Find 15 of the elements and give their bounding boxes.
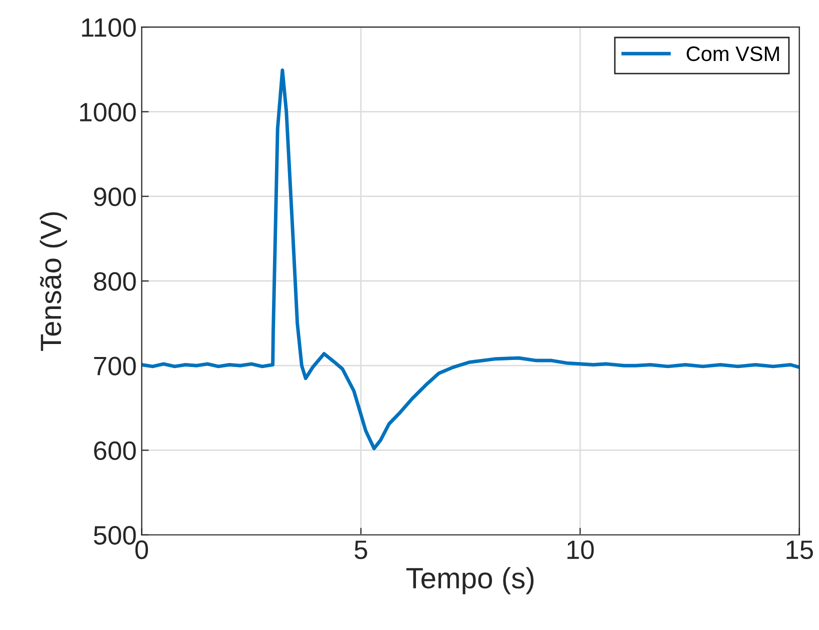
- legend-label: Com VSM: [686, 46, 779, 62]
- y-tick-label: 900: [94, 187, 136, 206]
- x-tick-label: 15: [786, 540, 813, 560]
- y-tick-label: 500: [94, 526, 136, 545]
- y-tick-label: 600: [94, 441, 136, 460]
- y-tick-label: 1000: [80, 102, 136, 122]
- y-axis-title: Tensão (V): [40, 212, 67, 351]
- x-axis-title: Tempo (s): [406, 567, 534, 594]
- y-tick-label: 1100: [82, 18, 136, 37]
- y-tick-label: 700: [94, 356, 136, 376]
- y-tick-label: 800: [94, 272, 136, 291]
- line-series: [142, 68, 800, 450]
- x-tick-label: 10: [567, 540, 594, 560]
- x-tick-label: 5: [354, 540, 368, 560]
- x-tick-label: 0: [135, 540, 148, 560]
